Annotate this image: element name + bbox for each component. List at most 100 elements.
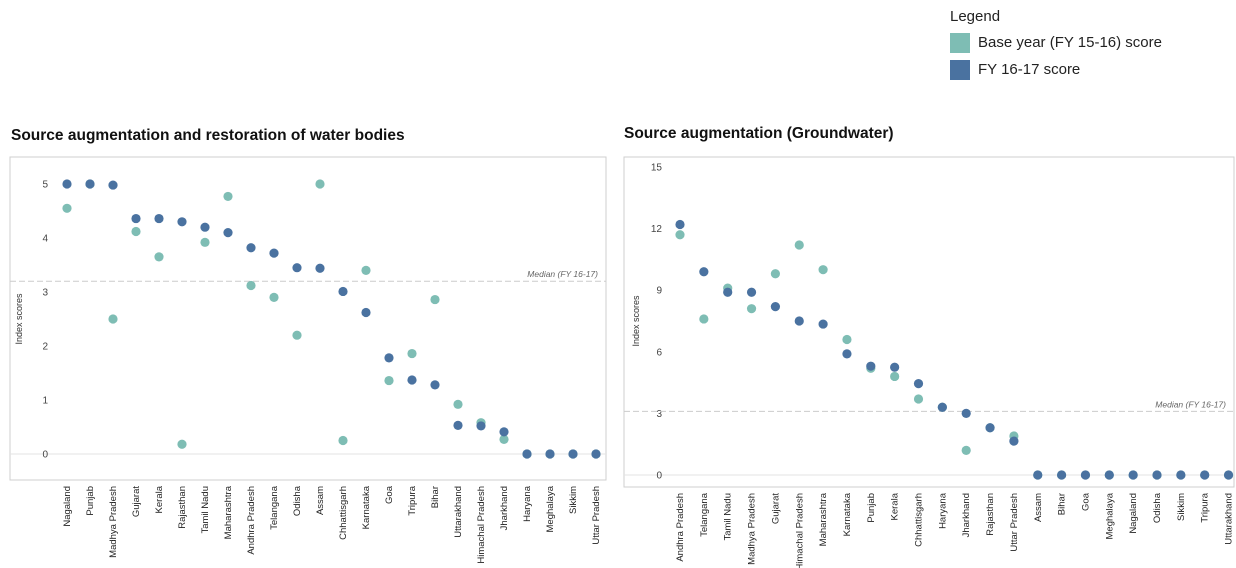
x-tick-label: Assam: [1033, 493, 1044, 522]
point-fy1617: [1033, 470, 1043, 480]
point-fy1617: [384, 353, 394, 363]
legend-label-fy1617: FY 16-17 score: [978, 61, 1081, 78]
x-tick-label: Assam: [315, 486, 326, 515]
x-tick-label: Uttarakhand: [1224, 493, 1235, 545]
point-fy1617: [361, 307, 371, 318]
legend-swatch-base-year: [950, 32, 970, 53]
point-base-year: [746, 304, 757, 314]
x-tick-label: Rajasthan: [985, 493, 996, 536]
point-fy1617: [108, 180, 118, 190]
y-tick-label: 3: [42, 288, 48, 299]
point-base-year: [818, 265, 828, 275]
point-fy1617: [131, 213, 141, 224]
point-base-year: [770, 269, 781, 279]
point-fy1617: [476, 421, 486, 431]
x-tick-label: Punjab: [85, 486, 96, 516]
x-tick-label: Andhra Pradesh: [246, 486, 257, 555]
x-tick-label: Maharashtra: [223, 485, 234, 539]
point-base-year: [453, 399, 463, 409]
point-fy1617: [568, 449, 578, 459]
point-fy1617: [545, 449, 555, 459]
x-tick-label: Uttar Pradesh: [1009, 493, 1020, 552]
point-fy1617: [961, 408, 971, 418]
x-tick-label: Kerala: [154, 485, 165, 513]
point-base-year: [699, 314, 709, 324]
point-base-year: [269, 292, 279, 302]
y-tick-label: 9: [656, 286, 662, 297]
point-fy1617: [338, 286, 348, 297]
x-tick-label: Sikkim: [1176, 493, 1187, 521]
point-fy1617: [522, 449, 532, 459]
point-fy1617: [200, 222, 210, 232]
point-base-year: [407, 348, 417, 359]
point-fy1617: [842, 349, 852, 359]
point-fy1617: [177, 217, 187, 227]
point-fy1617: [794, 316, 804, 326]
point-fy1617: [246, 243, 256, 253]
point-base-year: [338, 435, 348, 446]
x-tick-label: Tripura: [1200, 492, 1211, 522]
y-tick-label: 12: [651, 224, 663, 235]
x-tick-label: Karnataka: [361, 485, 372, 529]
point-base-year: [131, 226, 141, 237]
legend-title: Legend: [950, 8, 1001, 25]
y-axis-label: Index scores: [14, 293, 24, 345]
y-tick-label: 6: [656, 347, 662, 358]
legend-item-base-year: Base year (FY 15-16) score: [950, 29, 1162, 56]
point-fy1617: [269, 248, 279, 258]
x-tick-label: Gujarat: [131, 486, 142, 518]
point-fy1617: [1128, 470, 1138, 480]
x-tick-label: Bihar: [1057, 493, 1068, 515]
x-tick-label: Andhra Pradesh: [675, 493, 686, 562]
x-tick-label: Sikkim: [568, 486, 579, 514]
x-tick-label: Jharkhand: [499, 486, 510, 530]
x-tick-label: Nagaland: [1128, 493, 1139, 534]
point-fy1617: [292, 263, 302, 273]
point-fy1617: [866, 361, 876, 371]
x-tick-label: Meghalaya: [1104, 492, 1115, 539]
point-base-year: [108, 314, 118, 324]
y-tick-label: 5: [42, 180, 48, 191]
x-tick-label: Himachal Pradesh: [794, 493, 805, 568]
x-tick-label: Karnataka: [842, 492, 853, 536]
y-axis-label: Index scores: [631, 295, 641, 347]
point-base-year: [794, 240, 804, 250]
x-tick-label: Chhattisgarh: [914, 493, 925, 547]
point-base-year: [913, 394, 924, 404]
plot-frame: [9, 156, 607, 481]
legend-label-base-year: Base year (FY 15-16) score: [978, 34, 1162, 51]
point-fy1617: [154, 213, 164, 224]
point-fy1617: [315, 263, 325, 273]
x-tick-label: Gujarat: [770, 493, 781, 525]
point-fy1617: [223, 228, 233, 238]
point-fy1617: [699, 267, 709, 277]
chart-title-water-bodies: Source augmentation and restoration of w…: [11, 127, 405, 144]
point-base-year: [384, 375, 394, 386]
y-tick-label: 2: [42, 342, 48, 353]
x-tick-label: Rajasthan: [177, 486, 188, 529]
x-tick-label: Haryana: [522, 485, 533, 522]
point-base-year: [200, 237, 210, 247]
legend: Legend Base year (FY 15-16) score FY 16-…: [950, 8, 1162, 83]
y-tick-label: 0: [42, 450, 48, 461]
point-fy1617: [1057, 470, 1067, 480]
point-base-year: [315, 179, 325, 189]
x-tick-label: Chhattisgarh: [338, 486, 349, 540]
point-fy1617: [1080, 470, 1091, 480]
point-fy1617: [499, 427, 509, 437]
x-tick-label: Tamil Nadu: [200, 486, 211, 534]
y-tick-label: 0: [656, 471, 662, 482]
x-tick-label: Jharkhand: [961, 493, 972, 537]
plot-frame: [623, 156, 1235, 488]
point-fy1617: [1200, 470, 1210, 480]
y-tick-label: 3: [656, 409, 662, 420]
x-tick-label: Telangana: [269, 485, 280, 530]
legend-swatch-fy1617: [950, 59, 970, 80]
point-base-year: [961, 445, 971, 455]
point-fy1617: [1176, 470, 1186, 480]
point-base-year: [292, 330, 302, 340]
x-tick-label: Haryana: [937, 492, 948, 529]
point-fy1617: [453, 420, 463, 430]
